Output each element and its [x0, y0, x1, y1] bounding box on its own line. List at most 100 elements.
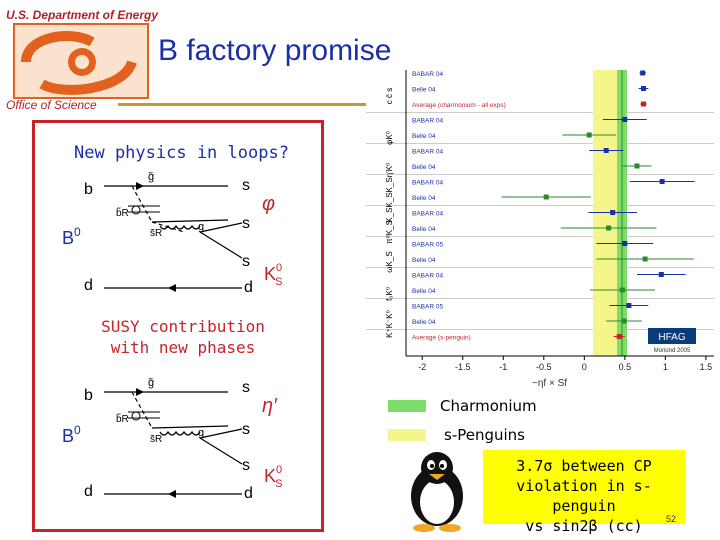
x-tick-label: 0.5: [619, 362, 632, 372]
page-title: B factory promise: [158, 34, 392, 67]
measurement-marker: [543, 194, 549, 200]
measurement-marker: [616, 334, 622, 339]
susy-caption-line1: SUSY contribution: [101, 317, 265, 336]
header-rule: [118, 103, 380, 106]
svg-text:s: s: [242, 421, 250, 438]
row-label: BABAR 04: [412, 273, 443, 280]
measurement-marker: [642, 256, 648, 262]
x-tick-label: -0.5: [536, 362, 552, 372]
callout-line3: vs sin2β (cc): [525, 517, 643, 535]
feynman-diagrams: b B0 d s s s d φ K0 S g̃ b̃R s̃R g b B0 d…: [62, 171, 282, 502]
legend-swatch-charmonium: [388, 400, 426, 412]
x-axis-label: −ηf × Sf: [532, 378, 567, 389]
svg-text:d: d: [244, 485, 253, 502]
row-label: BABAR 04: [412, 211, 443, 218]
x-tick-label: -2: [418, 362, 426, 372]
row-label: BABAR 05: [412, 304, 443, 311]
d-quark-right: d: [244, 279, 253, 296]
b0-label: B0: [62, 225, 81, 248]
legend-label-charmonium: Charmonium: [440, 397, 537, 415]
x-tick-label: -1.5: [455, 362, 471, 372]
row-label: Belle 04: [412, 87, 436, 94]
x-tick-label: 1: [663, 362, 668, 372]
measurement-marker: [603, 148, 609, 153]
s-quark-2: s: [242, 215, 250, 232]
measurement-marker: [619, 287, 625, 293]
result-callout: 3.7σ between CP violation in s-penguin v…: [483, 450, 685, 535]
s-quark-1: s: [242, 177, 250, 194]
measurement-marker: [640, 70, 646, 76]
measurement-marker: [606, 225, 612, 231]
row-separators: [366, 112, 714, 330]
legend-item-charmonium: Charmonium: [388, 396, 537, 416]
mode-label: ωK_S: [385, 251, 394, 272]
phi-ks-diagram: b B0 d s s s d φ K0 S g̃ b̃R s̃R g: [62, 171, 282, 296]
svg-text:g: g: [198, 427, 204, 439]
measurement-marker: [586, 132, 592, 138]
svg-text:g̃: g̃: [148, 377, 154, 389]
row-label: Belle 04: [412, 257, 436, 264]
measurement-marker: [640, 101, 646, 107]
callout-line2: violation in s-penguin: [516, 477, 652, 515]
callout-line1: 3.7σ between CP: [516, 457, 652, 475]
phi-meson: φ: [262, 193, 275, 215]
row-labels: BABAR 04 Belle 04 Average (charmonium - al…: [412, 71, 506, 342]
mode-label: f₀K⁰: [385, 287, 394, 301]
mode-label: K_SK_SK_S: [385, 177, 394, 222]
mode-label: c c̄ s: [385, 88, 394, 104]
svg-text:s: s: [242, 457, 250, 474]
doe-logo: [12, 22, 150, 105]
measurement-marker: [659, 179, 665, 184]
ks-meson-2: K0 S: [264, 464, 282, 490]
measurement-marker: [640, 86, 646, 91]
legend-item-s-penguins: s-Penguins: [388, 425, 537, 445]
hfag-sin2beta-plot: -2 -1.5 -1 -0.5 0 0.5 1 1.5 BABAR 04 Belle 04 Ave…: [366, 66, 718, 392]
susy-caption: SUSY contribution with new phases: [94, 316, 272, 358]
measurement-marker: [658, 272, 664, 277]
row-label: Average (charmonium - all exps): [412, 102, 506, 109]
row-label: Belle 04: [412, 195, 436, 202]
svg-text:B0: B0: [62, 423, 81, 446]
row-label: Belle 04: [412, 164, 436, 171]
legend-label-s-penguins: s-Penguins: [444, 426, 525, 444]
eta-prime-meson: η′: [262, 395, 278, 417]
penguin-icon: [411, 452, 463, 532]
s-quark-3: s: [242, 253, 250, 270]
feynman-diagram-panel: [32, 120, 324, 532]
measurement-marker: [621, 318, 627, 324]
s-squark-label: s̃R: [150, 228, 162, 239]
measurement-points: [501, 70, 695, 339]
ks-meson-1: K0 S: [264, 262, 282, 288]
legend-swatch-s-penguins: [388, 429, 426, 441]
gluon-label: g: [198, 221, 204, 233]
office-name: Office of Science: [6, 98, 97, 112]
legend: Charmonium s-Penguins: [388, 396, 537, 445]
mode-label: φK⁰: [385, 131, 394, 145]
measurement-marker: [626, 303, 632, 308]
svg-text:b: b: [84, 387, 93, 404]
mode-label: η'K⁰: [385, 163, 394, 178]
x-tick-label: 0: [582, 362, 587, 372]
row-label: Belle 04: [412, 288, 436, 295]
measurement-marker: [622, 117, 628, 122]
gluino-label: g̃: [148, 171, 154, 183]
hfag-badge-text: HFAG: [658, 332, 685, 343]
row-label: BABAR 04: [412, 149, 443, 156]
x-tick-label: 1.5: [700, 362, 713, 372]
measurement-marker: [622, 241, 628, 246]
x-tick-label: -1: [499, 362, 507, 372]
page-number: 52: [666, 514, 677, 524]
row-label: BABAR 04: [412, 118, 443, 125]
row-label: BABAR 04: [412, 71, 443, 78]
d-quark-left: d: [84, 277, 93, 294]
row-label: BABAR 05: [412, 242, 443, 249]
hfag-badge-sub: Moriond 2005: [654, 348, 691, 354]
row-label: Belle 04: [412, 319, 436, 326]
row-label: Average (s-penguin): [412, 335, 471, 342]
row-label: Belle 04: [412, 133, 436, 140]
new-physics-heading: New physics in loops?: [74, 143, 289, 163]
department-name: U.S. Department of Energy: [6, 8, 159, 22]
x-axis-ticks: -2 -1.5 -1 -0.5 0 0.5 1 1.5: [418, 356, 712, 372]
svg-text:s: s: [242, 379, 250, 396]
